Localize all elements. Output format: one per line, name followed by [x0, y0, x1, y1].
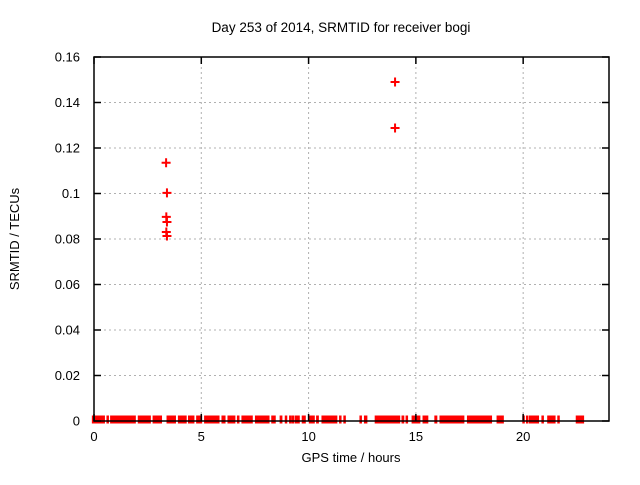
y-tick-label: 0.14	[55, 95, 80, 110]
baseline-run	[547, 415, 556, 424]
data-point	[161, 158, 171, 168]
x-tick-label: 15	[409, 429, 423, 444]
baseline-run	[166, 415, 176, 424]
y-tick-label: 0.04	[55, 323, 80, 338]
baseline-run	[284, 415, 288, 424]
baseline-run	[91, 415, 105, 424]
baseline-run	[557, 415, 560, 424]
baseline-run	[152, 415, 163, 424]
y-tick-label: 0.1	[62, 186, 80, 201]
baseline-run	[301, 415, 306, 424]
baseline-run	[204, 415, 220, 424]
baseline-run	[541, 415, 544, 424]
data-point	[162, 188, 172, 198]
baseline-run	[221, 415, 226, 424]
baseline-run	[339, 415, 342, 424]
baseline-run	[575, 415, 585, 424]
baseline-run	[422, 415, 429, 424]
y-tick-label: 0.08	[55, 232, 80, 247]
baseline-run	[177, 415, 187, 424]
baseline-run	[137, 415, 151, 424]
baseline-run	[439, 415, 465, 424]
baseline-run	[289, 415, 292, 424]
x-tick-label: 10	[301, 429, 315, 444]
baseline-run	[405, 415, 409, 424]
data-point	[162, 217, 172, 227]
baseline-run	[308, 415, 315, 424]
baseline-run	[291, 415, 295, 424]
baseline-run	[241, 415, 253, 424]
baseline-run	[271, 415, 276, 424]
data-point	[390, 123, 400, 133]
plot-border	[93, 56, 610, 422]
baseline-run	[343, 415, 346, 424]
baseline-run	[374, 415, 401, 424]
baseline-run	[434, 415, 438, 424]
baseline-run	[227, 415, 236, 424]
y-tick-label: 0.02	[55, 368, 80, 383]
baseline-run	[496, 415, 504, 424]
baseline-run	[236, 415, 240, 424]
data-point	[390, 77, 400, 87]
label-layer: Day 253 of 2014, SRMTID for receiver bog…	[7, 20, 530, 465]
chart-title: Day 253 of 2014, SRMTID for receiver bog…	[212, 20, 471, 35]
baseline-run	[363, 415, 368, 424]
baseline-run	[110, 415, 136, 424]
baseline-run	[316, 415, 319, 424]
baseline-run	[401, 415, 405, 424]
baseline-run	[279, 415, 283, 424]
baseline-run	[528, 415, 540, 424]
x-tick-label: 20	[516, 429, 530, 444]
axis-layer	[93, 56, 610, 422]
y-tick-label: 0.16	[55, 50, 80, 65]
baseline-run	[359, 415, 362, 424]
baseline-run	[187, 415, 195, 424]
baseline-run	[321, 415, 338, 424]
baseline-run	[196, 415, 203, 424]
y-tick-label: 0	[73, 414, 80, 429]
baseline-run	[294, 415, 300, 424]
data-point	[162, 231, 172, 241]
baseline-run	[466, 415, 493, 424]
x-tick-label: 5	[198, 429, 205, 444]
x-tick-label: 0	[90, 429, 97, 444]
data-layer	[91, 77, 585, 424]
baseline-run	[254, 415, 270, 424]
x-axis-label: GPS time / hours	[302, 450, 401, 465]
grid-layer	[94, 57, 609, 421]
y-axis-label: SRMTID / TECUs	[7, 187, 22, 290]
y-tick-label: 0.12	[55, 141, 80, 156]
y-tick-label: 0.06	[55, 277, 80, 292]
baseline-run	[525, 415, 529, 424]
baseline-run	[106, 415, 109, 424]
